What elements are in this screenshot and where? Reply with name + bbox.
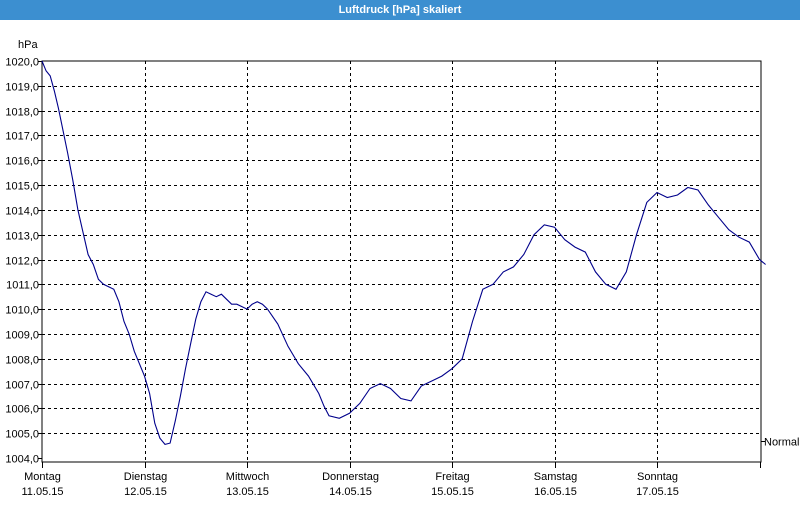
y-tick-label: 1009,0 xyxy=(5,330,39,342)
y-tick-label: 1005,0 xyxy=(5,429,39,441)
y-tick-label: 1014,0 xyxy=(5,206,39,218)
y-tick-label: 1011,0 xyxy=(6,280,39,292)
y-tick-label: 1019,0 xyxy=(5,82,39,94)
chart-area: 1020,0 1019,0 1018,0 1017,0 1016,0 1015,0 1014… xyxy=(0,20,800,500)
y-tick-label: 1015,0 xyxy=(5,181,39,193)
x-tick-day: Dienstag xyxy=(124,471,167,483)
x-tick-date: 12.05.15 xyxy=(124,486,167,498)
y-tick-label: 1020,0 xyxy=(5,57,39,69)
normal-label: Normal xyxy=(764,437,799,449)
x-tick-day: Donnerstag xyxy=(322,471,379,483)
y-tick-label: 1016,0 xyxy=(5,156,39,168)
x-tick-day: Montag xyxy=(24,471,61,483)
x-tick-day: Mittwoch xyxy=(226,471,269,483)
x-tick-date: 15.05.15 xyxy=(431,486,474,498)
x-tick-date: 11.05.15 xyxy=(21,486,63,498)
y-tick-label: 1004,0 xyxy=(5,454,39,466)
pressure-chart: 1020,0 1019,0 1018,0 1017,0 1016,0 1015,0 1014… xyxy=(5,39,799,498)
y-tick-label: 1010,0 xyxy=(5,305,39,317)
y-tick-label: 1013,0 xyxy=(5,231,39,243)
pressure-series-line xyxy=(41,60,766,446)
y-tick-label: 1012,0 xyxy=(5,256,39,268)
x-tick-date: 14.05.15 xyxy=(329,486,372,498)
chart-title: Luftdruck [hPa] skaliert xyxy=(0,0,800,20)
x-tick-date: 13.05.15 xyxy=(226,486,269,498)
x-tick-date: 17.05.15 xyxy=(636,486,679,498)
x-tick-date: 16.05.15 xyxy=(534,486,577,498)
y-axis-label: hPa xyxy=(18,39,38,51)
x-tick-day: Freitag xyxy=(435,471,469,483)
y-tick-label: 1017,0 xyxy=(5,131,39,143)
y-tick-label: 1018,0 xyxy=(5,107,39,119)
y-tick-label: 1008,0 xyxy=(5,355,39,367)
x-tick-day: Samstag xyxy=(534,471,577,483)
x-tick-day: Sonntag xyxy=(637,471,678,483)
plot-frame xyxy=(41,60,762,463)
y-tick-label: 1007,0 xyxy=(5,380,39,392)
y-tick-label: 1006,0 xyxy=(5,404,39,416)
